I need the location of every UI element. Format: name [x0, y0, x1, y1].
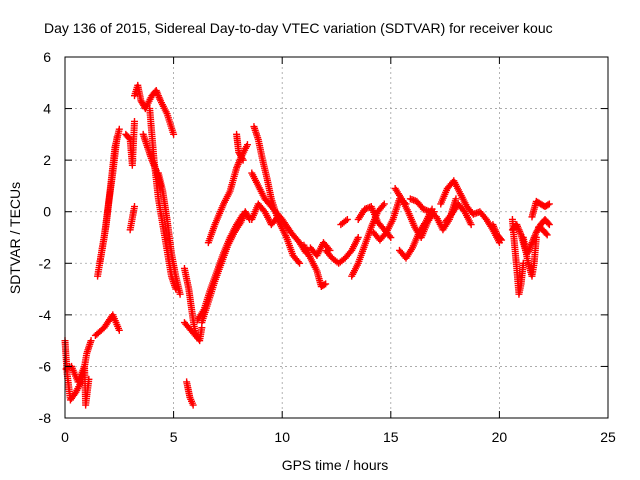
y-tick-label: -6 [39, 358, 52, 374]
axis-ticks [64, 56, 609, 419]
y-tick-label: 2 [43, 152, 51, 168]
x-axis-label: GPS time / hours [282, 457, 389, 473]
x-tick-label: 10 [274, 429, 290, 445]
x-tick-label: 15 [383, 429, 399, 445]
y-tick-label: -4 [39, 307, 52, 323]
x-tick-label: 25 [600, 429, 616, 445]
data-track-t23 [437, 177, 503, 247]
data-track-t10 [193, 210, 247, 324]
axis-tick-labels: 0 5 10 15 20 25 -8 -6 -4 -2 0 2 4 6 [39, 49, 616, 445]
data-track-t14b [306, 239, 334, 260]
data-track-t9 [198, 208, 254, 327]
data-track-t8 [183, 378, 197, 409]
data-track-t5 [146, 105, 180, 293]
data-track-t24c [519, 234, 540, 280]
data-track-t25c [534, 223, 551, 239]
data-track-t0b [62, 362, 93, 409]
data-track-t23c [489, 221, 506, 244]
data-track-t3 [122, 117, 139, 169]
y-tick-label: 0 [43, 204, 51, 220]
data-track-t11b [233, 130, 247, 164]
y-tick-label: 6 [43, 49, 51, 65]
data-track-t16 [337, 215, 351, 229]
x-tick-label: 0 [61, 429, 69, 445]
data-track-t14 [300, 241, 330, 290]
data-track-t23b [441, 200, 475, 229]
data-track-t3b [126, 203, 139, 234]
x-tick-label: 5 [170, 429, 178, 445]
data-series [61, 81, 553, 409]
y-tick-label: -2 [39, 255, 52, 271]
y-tick-label: 4 [43, 101, 51, 117]
data-track-t12 [250, 123, 304, 267]
data-track-t25b [528, 197, 553, 221]
grid-lines [65, 57, 608, 418]
data-track-t7b [180, 319, 201, 342]
data-track-t13 [248, 169, 310, 257]
data-track-t13b [248, 200, 282, 229]
data-track-t6 [154, 169, 184, 298]
y-tick-label: -8 [39, 410, 52, 426]
data-track-t2b [96, 133, 121, 267]
plot-frame [64, 56, 609, 419]
chart-title: Day 136 of 2015, Sidereal Day-to-day VTE… [44, 20, 553, 36]
data-track-t4 [131, 81, 178, 138]
y-axis-label: SDTVAR / TECUs [7, 182, 23, 294]
data-track-t1 [91, 311, 123, 339]
x-tick-label: 20 [492, 429, 508, 445]
data-track-t15 [322, 234, 362, 267]
